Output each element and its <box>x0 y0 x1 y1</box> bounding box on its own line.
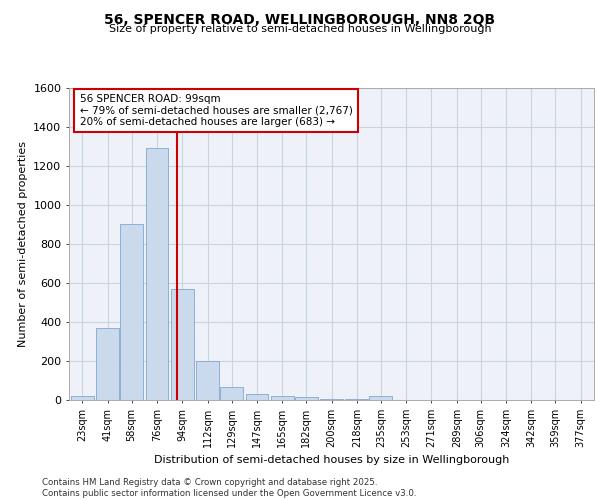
Y-axis label: Number of semi-detached properties: Number of semi-detached properties <box>17 141 28 347</box>
Text: Contains HM Land Registry data © Crown copyright and database right 2025.
Contai: Contains HM Land Registry data © Crown c… <box>42 478 416 498</box>
Bar <box>171 288 194 400</box>
Bar <box>295 397 317 400</box>
Text: 56 SPENCER ROAD: 99sqm
← 79% of semi-detached houses are smaller (2,767)
20% of : 56 SPENCER ROAD: 99sqm ← 79% of semi-det… <box>79 94 352 127</box>
Bar <box>271 396 293 400</box>
Bar <box>120 224 143 400</box>
Bar <box>97 328 119 400</box>
Bar <box>320 399 343 400</box>
Text: 56, SPENCER ROAD, WELLINGBOROUGH, NN8 2QB: 56, SPENCER ROAD, WELLINGBOROUGH, NN8 2Q… <box>104 12 496 26</box>
Bar <box>245 394 268 400</box>
Bar <box>370 396 392 400</box>
Bar <box>196 361 219 400</box>
Bar <box>220 388 243 400</box>
Text: Size of property relative to semi-detached houses in Wellingborough: Size of property relative to semi-detach… <box>109 24 491 34</box>
Bar <box>146 148 169 400</box>
X-axis label: Distribution of semi-detached houses by size in Wellingborough: Distribution of semi-detached houses by … <box>154 456 509 466</box>
Bar <box>71 396 94 400</box>
